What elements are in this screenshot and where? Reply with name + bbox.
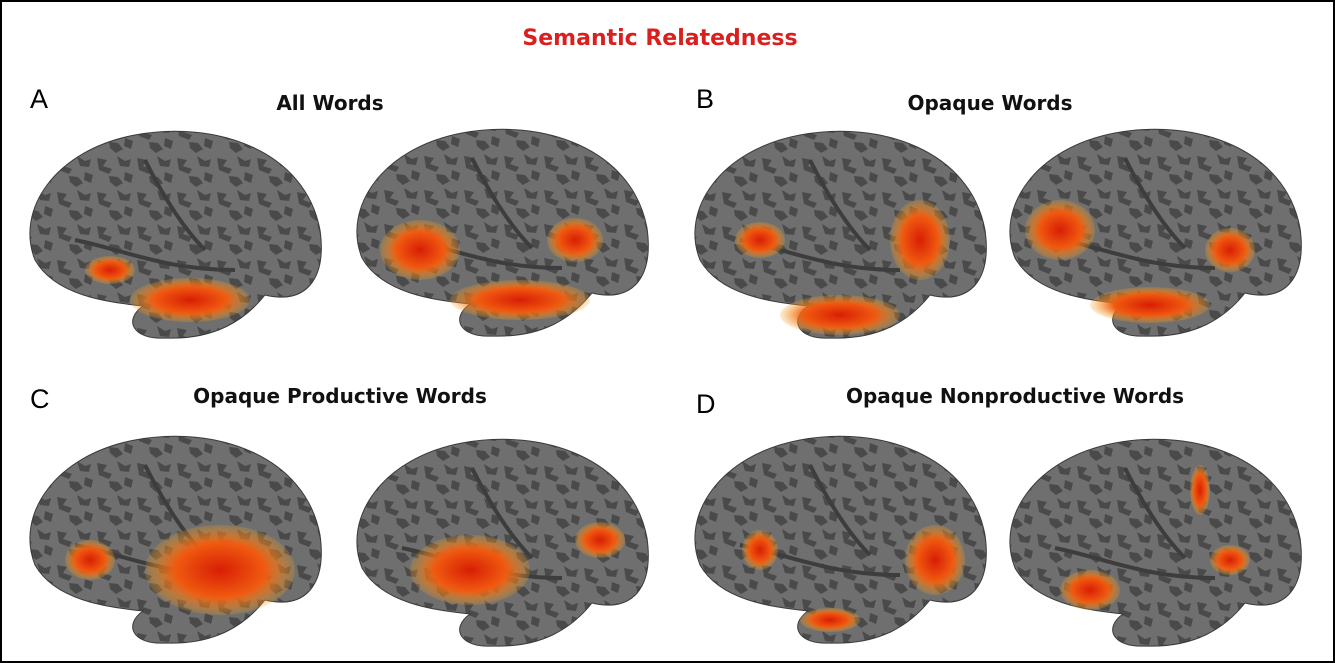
- brain-pair: [30, 129, 648, 338]
- brain-pair: [30, 436, 648, 646]
- figure-title: Semantic Relatedness: [522, 26, 797, 51]
- panel-letter: C: [30, 384, 50, 414]
- panel-title: Opaque Nonproductive Words: [846, 384, 1184, 408]
- panel-title: All Words: [276, 91, 383, 115]
- figure: Semantic Relatedness A All Words B Opaqu…: [0, 0, 1335, 663]
- panel-title: Opaque Words: [907, 91, 1072, 115]
- brain-pair: [695, 436, 1301, 646]
- panel-letter: A: [30, 84, 48, 114]
- page: Semantic Relatedness A All Words B Opaqu…: [0, 0, 1335, 663]
- brain-pair: [695, 129, 1301, 338]
- panel-title: Opaque Productive Words: [193, 384, 487, 408]
- panel-letter: D: [696, 389, 716, 419]
- panel-letter: B: [696, 84, 714, 114]
